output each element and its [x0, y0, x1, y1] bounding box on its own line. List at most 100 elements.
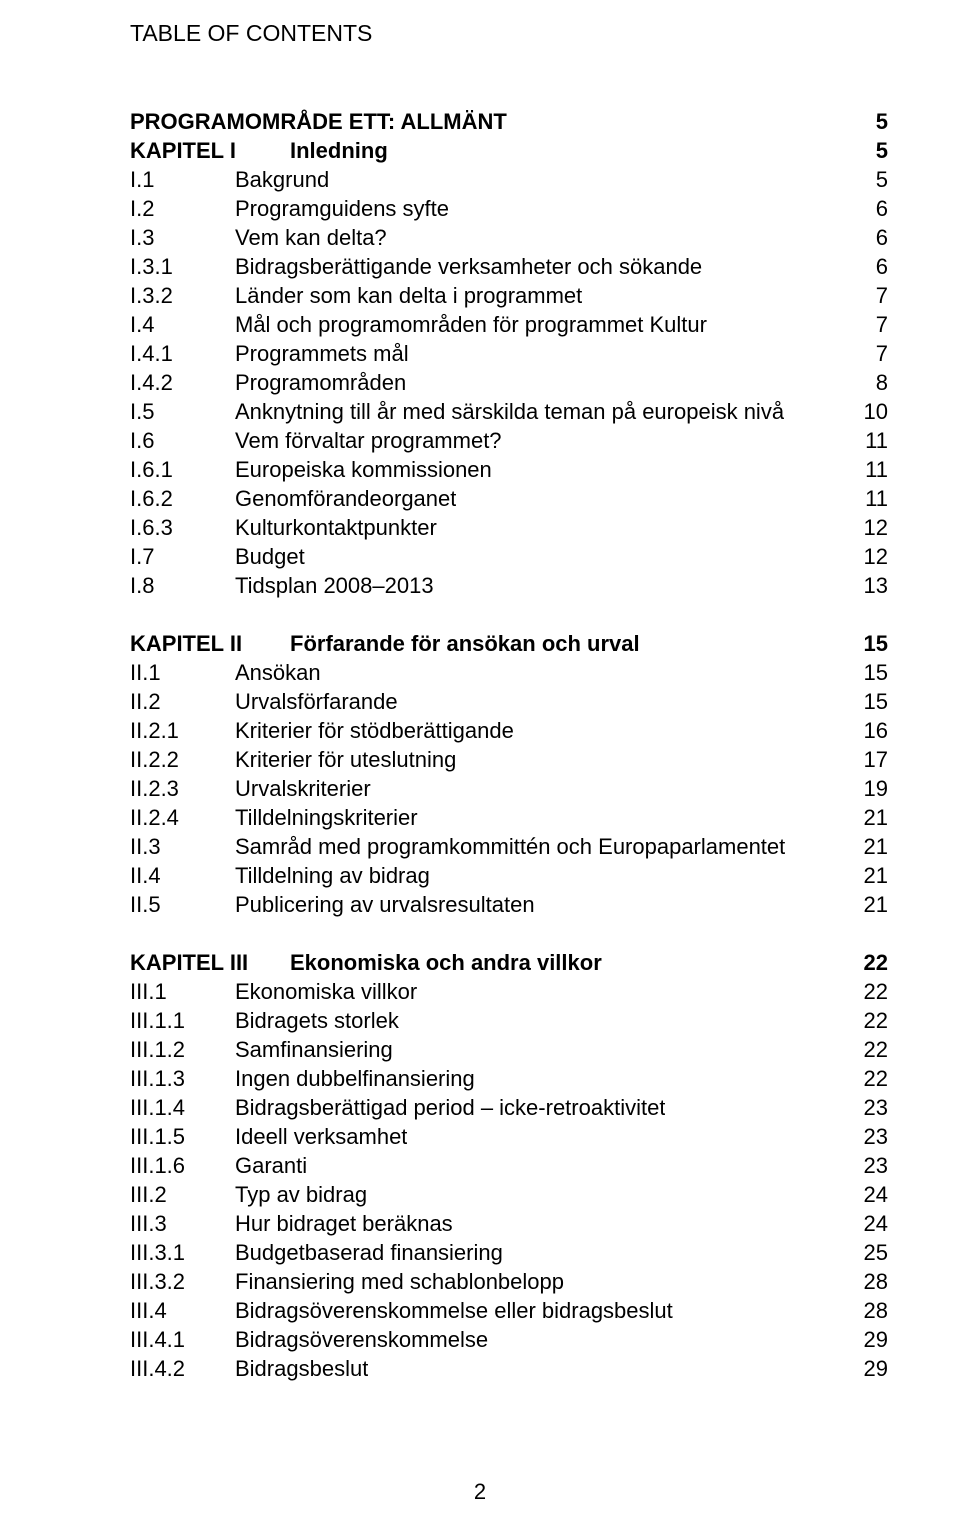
toc-label: Bidragets storlek	[235, 1006, 399, 1035]
toc-page: 7	[852, 339, 888, 368]
page-number: 2	[0, 1479, 960, 1505]
toc-row: III.1.5Ideell verksamhet23	[130, 1122, 888, 1151]
toc-row: III.3Hur bidraget beräknas24	[130, 1209, 888, 1238]
toc-page: 22	[852, 977, 888, 1006]
toc-page: 22	[852, 1064, 888, 1093]
toc-label: Länder som kan delta i programmet	[235, 281, 582, 310]
toc-row: II.3Samråd med programkommittén och Euro…	[130, 832, 888, 861]
toc-label: Anknytning till år med särskilda teman p…	[235, 397, 784, 426]
toc-label: Programmets mål	[235, 339, 409, 368]
toc-row: II.2.4Tilldelningskriterier21	[130, 803, 888, 832]
toc-label: Kulturkontaktpunkter	[235, 513, 437, 542]
toc-label: Bidragsbeslut	[235, 1354, 368, 1383]
toc-label: Ansökan	[235, 658, 321, 687]
toc-row: III.3.1Budgetbaserad finansiering 25	[130, 1238, 888, 1267]
toc-number: I.4.1	[130, 339, 235, 368]
toc-row: III.1.3Ingen dubbelfinansiering22	[130, 1064, 888, 1093]
toc-label: Tidsplan 2008–2013	[235, 571, 434, 600]
toc-number: II.3	[130, 832, 235, 861]
toc-label: Urvalsförfarande	[235, 687, 398, 716]
toc-page: 5	[852, 107, 888, 136]
page: TABLE OF CONTENTS PROGRAMOMRÅDE ETT: ALL…	[0, 0, 960, 1525]
toc-page: 11	[852, 426, 888, 455]
toc-page: 25	[852, 1238, 888, 1267]
toc-row: III.1Ekonomiska villkor22	[130, 977, 888, 1006]
toc-row: I.6Vem förvaltar programmet?11	[130, 426, 888, 455]
toc-row: III.2Typ av bidrag24	[130, 1180, 888, 1209]
toc-label: Programområden	[235, 368, 406, 397]
toc-row: I.4.2Programområden 8	[130, 368, 888, 397]
toc-number: II.2.1	[130, 716, 235, 745]
toc-row: KAPITEL IIFörfarande för ansökan och urv…	[130, 629, 888, 658]
toc-page: 7	[852, 281, 888, 310]
toc-row: III.1.2Samfinansiering22	[130, 1035, 888, 1064]
toc-page: 15	[852, 687, 888, 716]
toc-page: 24	[852, 1209, 888, 1238]
toc-number: I.6.3	[130, 513, 235, 542]
toc-page: 21	[852, 832, 888, 861]
toc-number: I.2	[130, 194, 235, 223]
toc-label: Publicering av urvalsresultaten	[235, 890, 535, 919]
toc-label: Tilldelningskriterier	[235, 803, 418, 832]
toc-label: Budgetbaserad finansiering	[235, 1238, 503, 1267]
toc-label: Kriterier för stödberättigande	[235, 716, 514, 745]
toc-number: III.4.1	[130, 1325, 235, 1354]
toc-row: I.6.1Europeiska kommissionen11	[130, 455, 888, 484]
toc-number: III.1.6	[130, 1151, 235, 1180]
toc-number: III.3	[130, 1209, 235, 1238]
toc-page: 21	[852, 803, 888, 832]
toc-row: II.1Ansökan15	[130, 658, 888, 687]
page-title: TABLE OF CONTENTS	[130, 20, 888, 47]
toc-number: III.1.5	[130, 1122, 235, 1151]
toc-page: 22	[852, 1035, 888, 1064]
toc-number: I.6	[130, 426, 235, 455]
toc-number: II.2.2	[130, 745, 235, 774]
toc-row: I.8Tidsplan 2008–201313	[130, 571, 888, 600]
toc-number: I.3	[130, 223, 235, 252]
toc-row: PROGRAMOMRÅDE ETT: ALLMÄNT5	[130, 107, 888, 136]
toc-label: Bakgrund	[235, 165, 329, 194]
toc-number: III.1.4	[130, 1093, 235, 1122]
toc-number: III.4.2	[130, 1354, 235, 1383]
toc-row: I.6.2Genomförandeorganet11	[130, 484, 888, 513]
toc-number: III.3.1	[130, 1238, 235, 1267]
toc-row: II.2.2Kriterier för uteslutning17	[130, 745, 888, 774]
toc-row: II.2.3Urvalskriterier19	[130, 774, 888, 803]
toc-label: Genomförandeorganet	[235, 484, 456, 513]
toc-label: Mål och programområden för programmet Ku…	[235, 310, 707, 339]
toc-row: I.7Budget12	[130, 542, 888, 571]
toc-label: Ingen dubbelfinansiering	[235, 1064, 475, 1093]
toc-number: KAPITEL I	[130, 136, 290, 165]
toc-number: I.4.2	[130, 368, 235, 397]
toc-number: I.7	[130, 542, 235, 571]
toc-page: 13	[852, 571, 888, 600]
toc-number: II.1	[130, 658, 235, 687]
toc-page: 7	[852, 310, 888, 339]
toc-page: 21	[852, 890, 888, 919]
toc-number: I.1	[130, 165, 235, 194]
toc-number: II.2	[130, 687, 235, 716]
toc-label: Tilldelning av bidrag	[235, 861, 430, 890]
toc-label: Inledning	[290, 136, 388, 165]
toc-label: Budget	[235, 542, 305, 571]
toc-page: 6	[852, 223, 888, 252]
toc-label: Typ av bidrag	[235, 1180, 367, 1209]
toc-label: Vem kan delta?	[235, 223, 387, 252]
toc-label: Urvalskriterier	[235, 774, 371, 803]
toc-number: III.3.2	[130, 1267, 235, 1296]
toc-number: KAPITEL III	[130, 948, 290, 977]
toc-page: 8	[852, 368, 888, 397]
toc-number: II.5	[130, 890, 235, 919]
toc-page: 5	[852, 136, 888, 165]
toc-label: Samfinansiering	[235, 1035, 393, 1064]
toc-label: Förfarande för ansökan och urval	[290, 629, 640, 658]
toc-number: III.2	[130, 1180, 235, 1209]
toc-number: I.3.1	[130, 252, 235, 281]
toc-page: 21	[852, 861, 888, 890]
toc-page: 17	[852, 745, 888, 774]
toc-row: I.5Anknytning till år med särskilda tema…	[130, 397, 888, 426]
toc-row: I.3Vem kan delta? 6	[130, 223, 888, 252]
toc-number: I.4	[130, 310, 235, 339]
toc-page: 22	[852, 1006, 888, 1035]
toc-number: III.1.1	[130, 1006, 235, 1035]
